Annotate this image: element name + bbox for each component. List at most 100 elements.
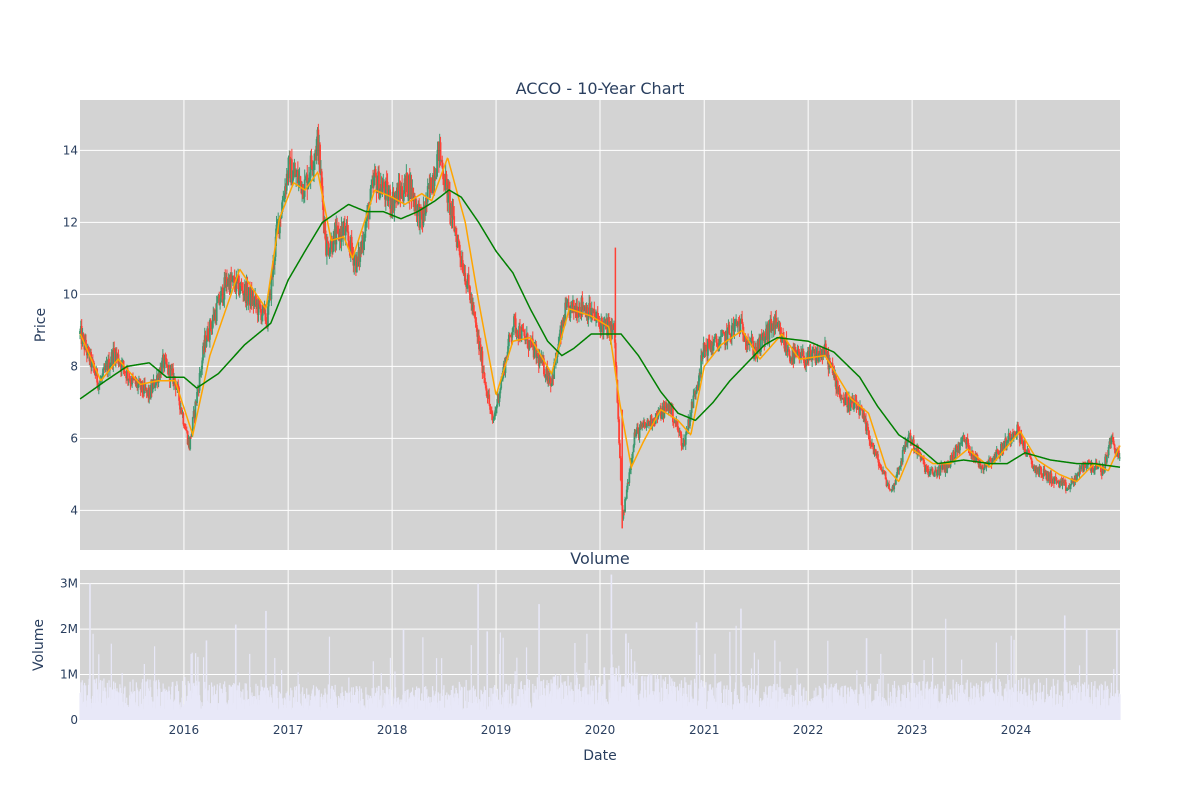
candle-body	[297, 177, 300, 184]
volume-bar	[489, 687, 491, 720]
candle-body	[867, 429, 870, 436]
volume-bar	[869, 683, 872, 720]
candle-body	[205, 341, 208, 347]
candle-body	[1117, 450, 1120, 459]
volume-bars	[79, 574, 1121, 720]
candle-body	[622, 511, 625, 519]
candle-body	[1050, 473, 1053, 483]
volume-bar	[1053, 685, 1056, 720]
volume-bar	[627, 642, 630, 720]
candle-body	[416, 205, 419, 217]
candle-body	[520, 326, 523, 341]
candle-body	[883, 469, 885, 474]
candle-body	[481, 351, 484, 374]
candle-body	[128, 379, 131, 381]
volume-bar	[1009, 689, 1011, 720]
candle-body	[494, 410, 497, 417]
volume-bar	[1098, 685, 1101, 720]
candle-body	[172, 368, 175, 384]
candle-body	[1055, 478, 1058, 482]
volume-bar	[423, 686, 426, 720]
candle-body	[896, 467, 899, 475]
candle-body	[753, 353, 755, 356]
candle-body	[960, 441, 963, 443]
candle-body	[1032, 466, 1035, 468]
price-candles	[79, 123, 1121, 529]
candle-body	[326, 240, 328, 256]
candle-body	[1094, 466, 1096, 471]
candle-body	[645, 423, 648, 428]
candle-body	[1003, 442, 1006, 450]
candle-body	[838, 387, 841, 394]
x-tick-label: 2017	[273, 723, 304, 737]
candle-body	[439, 142, 442, 161]
volume-bar	[560, 674, 562, 720]
volume-bar	[1074, 685, 1077, 720]
candle-body	[934, 469, 937, 473]
candle-body	[1054, 477, 1057, 479]
candle-body	[154, 385, 157, 388]
volume-bar	[610, 574, 613, 720]
candle-body	[232, 276, 234, 281]
candle-body	[734, 321, 737, 324]
x-tick-label: 2020	[585, 723, 616, 737]
volume-bar	[538, 604, 540, 720]
candle-body	[315, 139, 318, 156]
candle-body	[925, 466, 928, 468]
volume-bar	[593, 685, 595, 720]
candle-body	[445, 174, 448, 180]
candle-body	[365, 221, 368, 225]
candle-body	[102, 368, 104, 376]
candle-body	[1010, 438, 1013, 443]
volume-bar	[98, 654, 100, 720]
candle-body	[700, 355, 702, 375]
candle-body	[930, 470, 932, 472]
volume-bar	[973, 685, 975, 720]
candle-body	[845, 394, 848, 398]
candle-body	[854, 399, 857, 401]
candle-body	[370, 186, 373, 189]
volume-bar	[583, 686, 585, 720]
candle-body	[385, 180, 388, 182]
candle-body	[1113, 444, 1116, 450]
candle-body	[1088, 460, 1090, 463]
volume-bar	[917, 694, 919, 720]
candle-body	[478, 335, 480, 350]
candle-body	[186, 431, 189, 445]
candle-body	[1061, 480, 1064, 486]
volume-chart-title: Volume	[570, 549, 630, 568]
candle-body	[723, 333, 726, 335]
candle-body	[255, 295, 257, 305]
candle-body	[101, 375, 104, 380]
candle-body	[1017, 424, 1019, 430]
candle-body	[275, 224, 278, 237]
candle-body	[1088, 462, 1091, 464]
candle-body	[132, 378, 135, 380]
candle-body	[777, 324, 780, 332]
candle-body	[815, 354, 818, 364]
volume-bar	[776, 683, 778, 720]
volume-bar	[154, 681, 156, 720]
candle-body	[917, 445, 919, 455]
candle-body	[472, 305, 475, 312]
candle-body	[522, 330, 525, 332]
volume-y-tick-label: 1M	[60, 668, 78, 682]
candle-body	[846, 397, 849, 408]
candle-body	[196, 392, 198, 404]
volume-bar	[278, 691, 280, 720]
volume-bar	[274, 657, 276, 720]
candle-body	[871, 442, 874, 446]
candle-body	[1104, 456, 1107, 471]
volume-bar	[660, 687, 663, 720]
candle-body	[473, 311, 476, 318]
candle-body	[716, 342, 719, 346]
volume-bar	[450, 690, 452, 720]
candle-body	[939, 466, 942, 476]
candle-body	[981, 466, 984, 468]
volume-bar	[508, 685, 510, 720]
candle-body	[679, 431, 682, 435]
candle-body	[464, 272, 467, 285]
candle-body	[1111, 437, 1114, 441]
candle-body	[888, 484, 890, 490]
volume-bar	[142, 679, 144, 720]
